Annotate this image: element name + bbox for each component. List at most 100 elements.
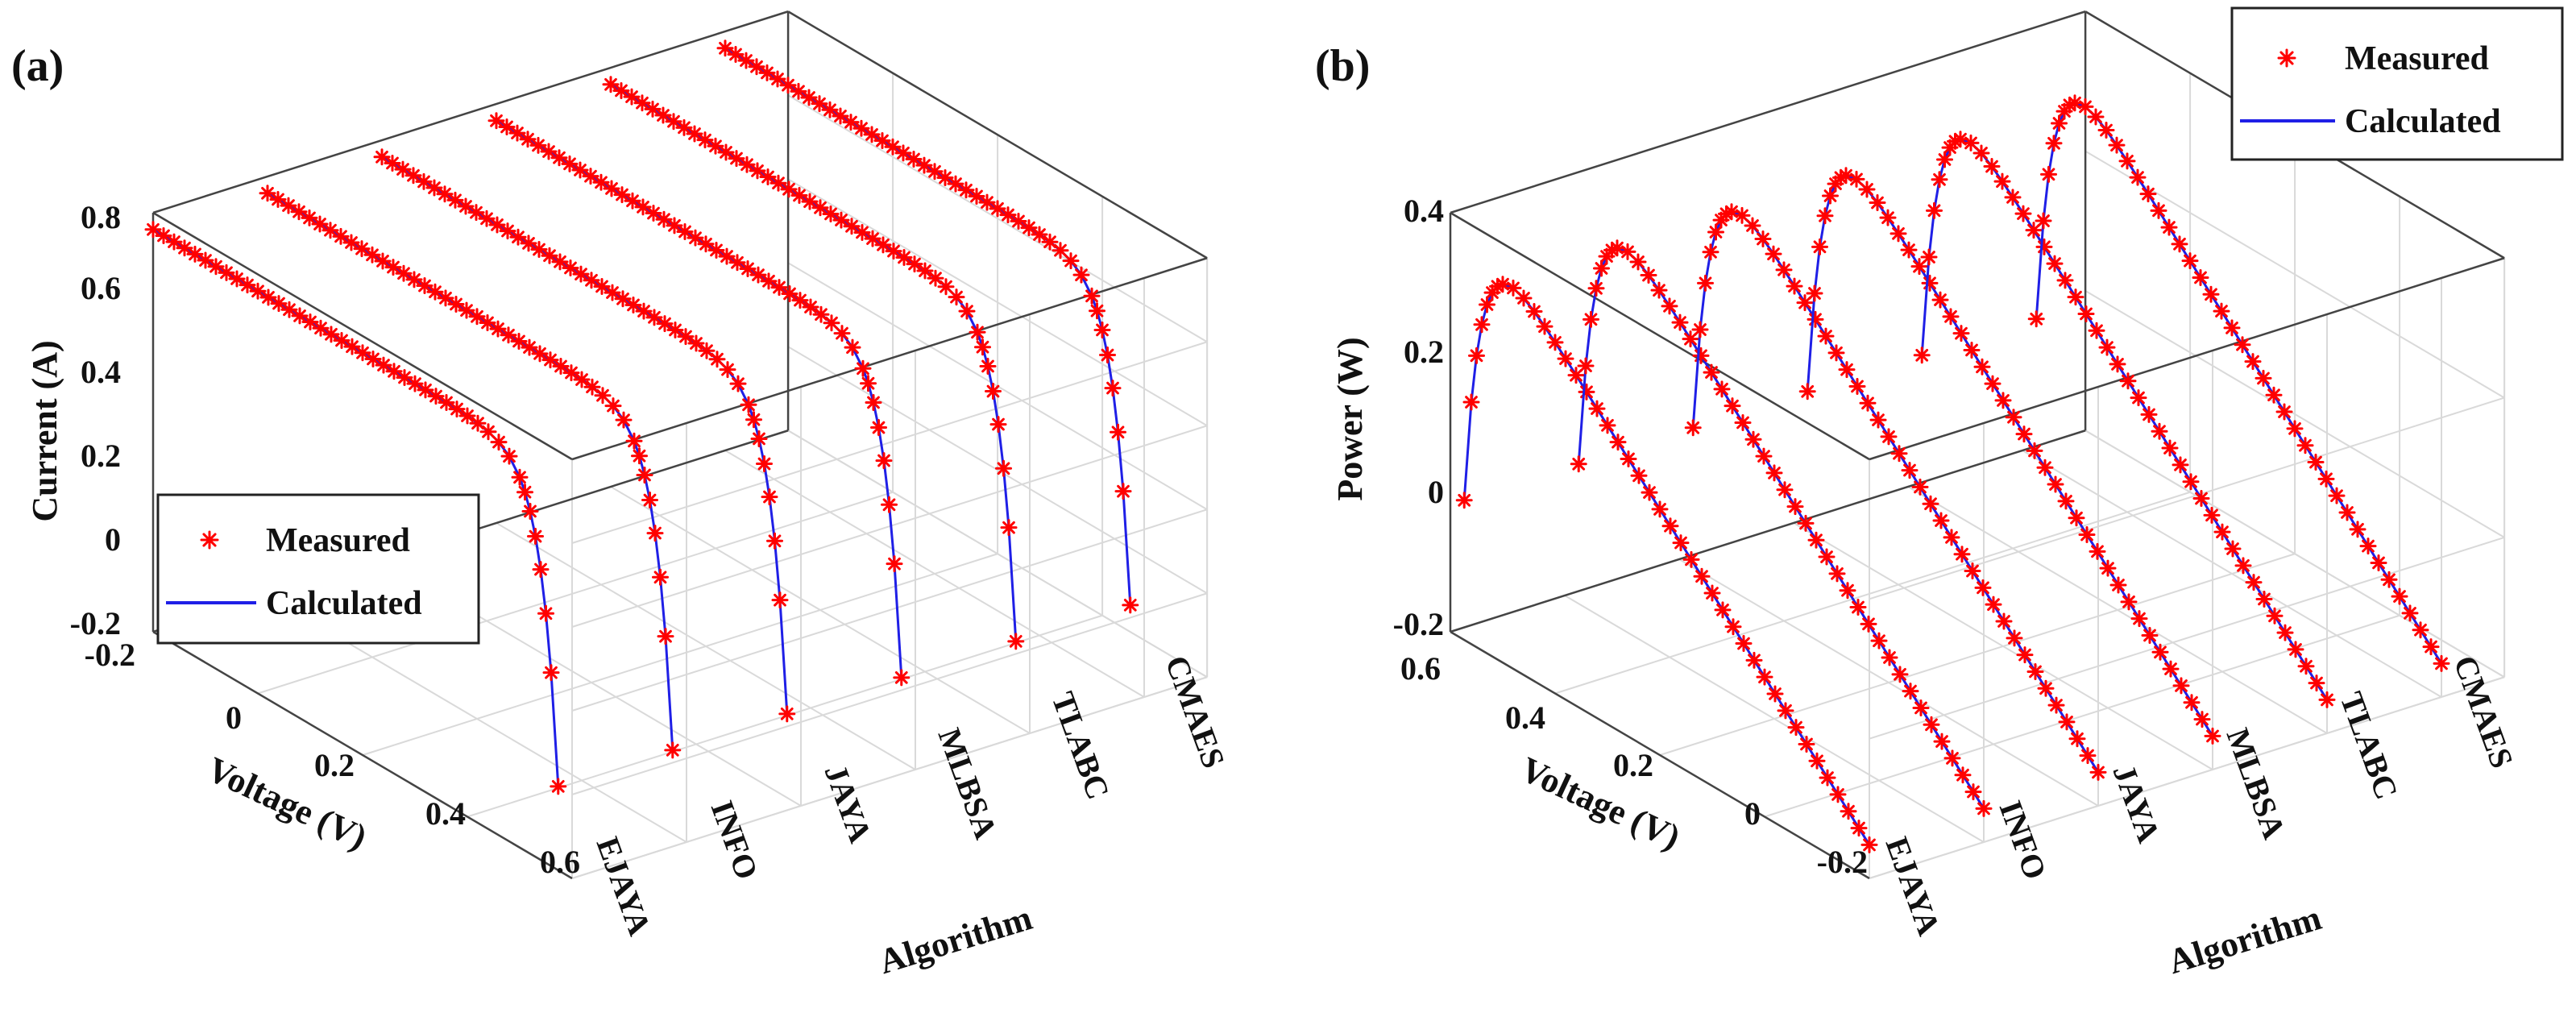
panel-b-measured-point	[2130, 389, 2147, 407]
panel-a-measured-point	[478, 210, 496, 227]
panel-b-measured-point	[2098, 338, 2116, 356]
panel-b-measured-point	[1765, 464, 1783, 482]
panel-b-measured-point	[2087, 108, 2105, 126]
panel-b-measured-point	[2068, 509, 2085, 527]
panel-b-measured-point	[2287, 641, 2304, 658]
panel-a-zlabel: Current (A)	[25, 340, 64, 521]
panel-b-measured-point	[2097, 122, 2115, 139]
panel-b-measured-point	[2150, 201, 2167, 219]
panel-b-measured-point	[1807, 531, 1825, 549]
panel-b-measured-point	[1817, 327, 1835, 345]
panel-b-measured-point	[2140, 405, 2158, 423]
panel-b-measured-point	[1765, 245, 1782, 263]
panel-b-measured-point	[1661, 517, 1679, 535]
panel-b-measured-point	[2276, 624, 2294, 641]
panel-a-label: (a)	[11, 41, 64, 91]
panel-b-measured-point	[1920, 248, 1938, 266]
panel-b-measured-point	[1807, 310, 1824, 328]
panel-b-measured-point	[1787, 719, 1805, 737]
panel-b-series-tlabc	[1913, 131, 2336, 708]
panel-b-measured-point	[1850, 820, 1868, 837]
panel-b-measured-point	[2160, 218, 2178, 236]
panel-b-measured-point	[1798, 735, 1815, 753]
panel-b-xtick: JAYA	[2106, 760, 2167, 848]
panel-b-y-ticks: 0.6 0.4 0.2 0 -0.2	[1400, 650, 1868, 880]
panel-b-measured-point	[1890, 445, 1908, 463]
panel-b-measured-point	[2213, 523, 2231, 541]
legend-asterisk	[200, 530, 219, 550]
panel-b-measured-point	[1931, 171, 1948, 189]
panel-b-measured-point	[2057, 492, 2075, 510]
panel-a-measured-point	[583, 378, 601, 396]
panel-a-measured-point	[636, 466, 653, 484]
panel-b-measured-point	[2255, 369, 2272, 387]
panel-b-measured-point	[1995, 612, 2013, 630]
panel-b-xlabel: Algorithm	[2163, 898, 2325, 982]
panel-a-measured-point	[1099, 347, 1116, 364]
panel-a-measured-point	[666, 322, 684, 339]
panel-b-measured-point	[1910, 258, 1928, 276]
panel-a-measured-point	[874, 236, 892, 254]
panel-b-measured-point	[1714, 601, 1732, 619]
panel-b-measured-point	[1776, 481, 1794, 499]
panel-b-measured-point	[1881, 649, 1898, 666]
panel-a-gridline	[571, 341, 1208, 544]
panel-b-measured-point	[1479, 296, 1495, 313]
panel-b-measured-point	[1941, 139, 1959, 156]
panel-a-measured-point	[760, 272, 778, 290]
panel-a-measured-point	[541, 351, 559, 369]
panel-a-gridline	[571, 676, 1208, 879]
panel-b-measured-point	[1953, 546, 1971, 563]
panel-a-measured-point	[561, 155, 579, 172]
panel-b-measured-point	[1577, 357, 1595, 375]
panel-b-measured-point	[1912, 699, 1930, 716]
panel-a-legend: Measured Calculated	[156, 493, 480, 645]
panel-a-gridline	[787, 94, 1208, 343]
panel-b-measured-point	[1796, 294, 1814, 312]
legend-calculated-label: Calculated	[266, 585, 422, 622]
panel-a-measured-point	[696, 131, 714, 149]
panel-b-measured-point	[1808, 752, 1826, 770]
panel-b-measured-point	[2040, 165, 2057, 183]
panel-a-gridline	[257, 491, 894, 695]
panel-b-measured-point	[2286, 420, 2304, 438]
panel-a-measured-point	[1031, 226, 1048, 243]
panel-a-ztick: 0.8	[81, 199, 121, 235]
panel-b-measured-point	[1515, 289, 1533, 307]
panel-a-measured-point	[761, 488, 778, 506]
panel-b-measured-point	[1975, 799, 1993, 817]
panel-a-series-jaya	[373, 148, 796, 723]
panel-a-measured-point	[812, 305, 830, 323]
panel-b-measured-point	[1964, 562, 1981, 580]
panel-a-measured-point	[885, 243, 902, 260]
panel-a-measured-point	[729, 375, 747, 392]
panel-b-measured-point	[2089, 542, 2106, 560]
panel-a-measured-point	[427, 388, 445, 405]
panel-a-axis-edge	[152, 211, 573, 461]
panel-a-measured-point	[927, 269, 944, 287]
panel-b-measured-point	[1724, 397, 1741, 415]
panel-a-measured-point	[854, 359, 872, 377]
panel-a-xtick: MLBSA	[931, 724, 1005, 844]
panel-a-measured-point	[766, 532, 783, 550]
panel-a-measured-point	[500, 447, 518, 465]
panel-a-measured-point	[778, 705, 796, 723]
panel-b-measured-point	[1962, 134, 1980, 151]
panel-b-measured-point	[1744, 217, 1761, 234]
panel-a-measured-point	[886, 555, 903, 573]
panel-a-axis-edge	[787, 10, 1208, 259]
panel-b-label: (b)	[1315, 41, 1370, 91]
panel-a-measured-point	[1000, 519, 1018, 537]
panel-b-gridline	[1764, 614, 2400, 818]
panel-a-gridline	[787, 346, 1208, 595]
panel-a-measured-point	[531, 345, 549, 363]
panel-b-measured-point	[1936, 151, 1953, 168]
panel-b-legend-box	[2230, 6, 2564, 161]
panel-b-measured-point	[1943, 529, 1960, 546]
panel-a-measured-point	[634, 198, 652, 216]
panel-b-series-ejaya	[1455, 276, 1878, 853]
panel-b-ytick: 0.2	[1613, 747, 1653, 783]
panel-a-measured-point	[1041, 233, 1059, 251]
